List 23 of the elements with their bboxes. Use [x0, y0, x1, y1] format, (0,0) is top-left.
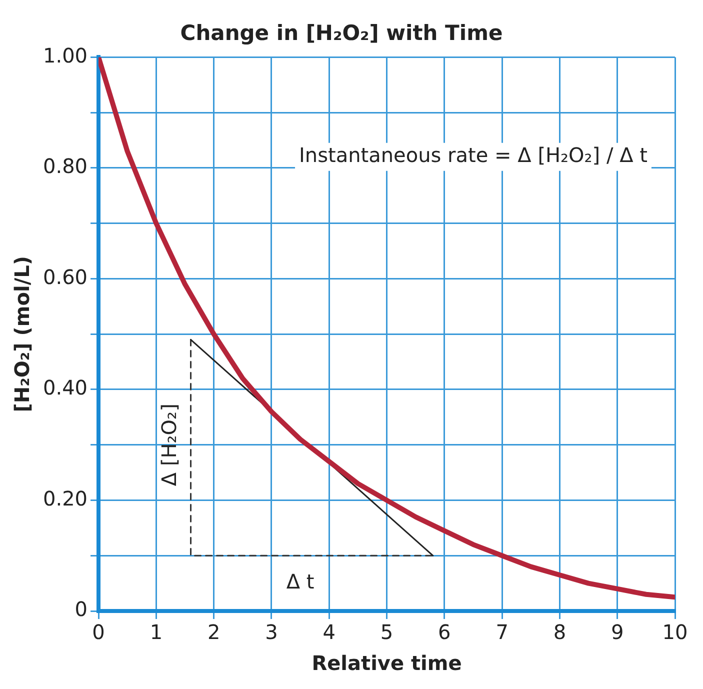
y-tick-label: 0	[74, 597, 88, 622]
x-axis-title: Relative time	[312, 651, 462, 676]
x-tick-label: 9	[610, 620, 624, 644]
y-tick-label: 1.00	[43, 43, 88, 68]
x-tick-label: 2	[207, 620, 220, 644]
x-tick-label: 7	[496, 620, 508, 644]
y-tick-label: 0.40	[43, 376, 88, 400]
annotation: Δ [H₂O₂]	[156, 404, 181, 486]
x-tick-label: 1	[150, 620, 163, 644]
x-tick-label: 10	[662, 620, 688, 644]
y-tick-label: 0.80	[43, 154, 88, 178]
chart-title: Change in [H₂O₂] with Time	[180, 21, 503, 46]
annotation: Instantaneous rate = Δ [H₂O₂] / Δ t	[299, 143, 648, 168]
y-axis-title: [H₂O₂] (mol/L)	[10, 256, 34, 412]
x-tick-label: 6	[438, 620, 451, 644]
x-tick-label: 3	[265, 620, 278, 644]
y-tick-label: 0.20	[43, 486, 88, 510]
x-tick-label: 8	[553, 620, 566, 644]
x-tick-label: 5	[380, 620, 394, 644]
y-tick-label: 0.60	[43, 264, 88, 289]
annotation: Δ t	[286, 570, 314, 594]
x-tick-label: 4	[322, 620, 336, 644]
x-tick-label: 0	[92, 620, 105, 644]
